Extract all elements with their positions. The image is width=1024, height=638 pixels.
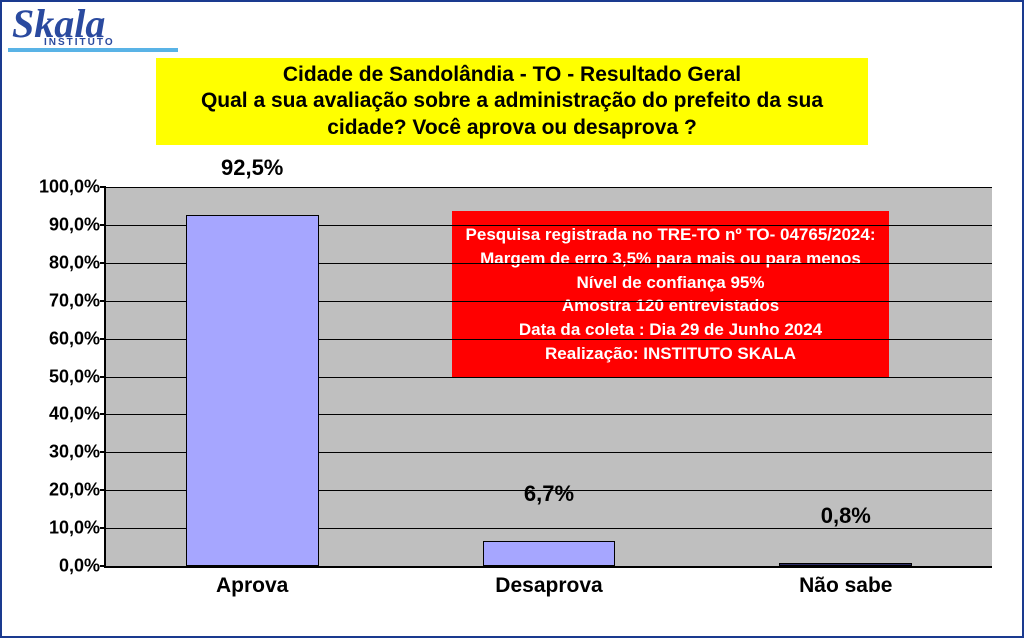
y-tickmark — [100, 565, 106, 567]
y-tick-label: 30,0% — [49, 442, 100, 463]
chart-area: Pesquisa registrada no TRE-TO nº TO- 047… — [22, 167, 1002, 616]
y-tickmark — [100, 451, 106, 453]
bar-value-label: 0,8% — [821, 503, 871, 533]
info-line: Margem de erro 3,5% para mais ou para me… — [466, 247, 876, 271]
y-tickmark — [100, 413, 106, 415]
info-line: Pesquisa registrada no TRE-TO nº TO- 047… — [466, 223, 876, 247]
title-line-2: Qual a sua avaliação sobre a administraç… — [162, 88, 862, 114]
bar — [483, 541, 616, 566]
y-tick-label: 50,0% — [49, 366, 100, 387]
info-line: Amostra 120 entrevistados — [466, 294, 876, 318]
y-tick-label: 90,0% — [49, 214, 100, 235]
y-tickmark — [100, 338, 106, 340]
y-tick-label: 60,0% — [49, 328, 100, 349]
bar-value-label: 92,5% — [221, 155, 283, 185]
chart-title: Cidade de Sandolândia - TO - Resultado G… — [156, 58, 868, 145]
y-tick-label: 10,0% — [49, 518, 100, 539]
y-tick-label: 20,0% — [49, 480, 100, 501]
y-tick-label: 100,0% — [39, 177, 100, 198]
y-tickmark — [100, 527, 106, 529]
y-tickmark — [100, 489, 106, 491]
y-tickmark — [100, 262, 106, 264]
y-tickmark — [100, 376, 106, 378]
bar-value-label: 6,7% — [524, 481, 574, 511]
title-line-3: cidade? Você aprova ou desaprova ? — [162, 115, 862, 141]
bar — [186, 215, 319, 566]
x-category-label: Desaprova — [495, 574, 602, 598]
x-category-label: Aprova — [216, 574, 288, 598]
y-tickmark — [100, 224, 106, 226]
y-tick-label: 70,0% — [49, 290, 100, 311]
title-line-1: Cidade de Sandolândia - TO - Resultado G… — [162, 62, 862, 88]
brand-underline — [8, 48, 178, 52]
y-tick-label: 40,0% — [49, 404, 100, 425]
plot-region: Pesquisa registrada no TRE-TO nº TO- 047… — [104, 187, 992, 568]
y-tickmark — [100, 300, 106, 302]
y-tick-label: 80,0% — [49, 252, 100, 273]
y-tick-label: 0,0% — [59, 556, 100, 577]
bar — [779, 563, 912, 566]
info-line: Realização: INSTITUTO SKALA — [466, 342, 876, 366]
gridline — [106, 187, 992, 188]
chart-frame: Skala INSTITUTO Cidade de Sandolândia - … — [0, 0, 1024, 638]
brand-subtext: INSTITUTO — [44, 38, 115, 48]
info-line: Nível de confiança 95% — [466, 271, 876, 295]
x-category-label: Não sabe — [799, 574, 892, 598]
brand-logo: Skala INSTITUTO — [12, 4, 115, 48]
info-box: Pesquisa registrada no TRE-TO nº TO- 047… — [452, 211, 890, 378]
y-tickmark — [100, 186, 106, 188]
